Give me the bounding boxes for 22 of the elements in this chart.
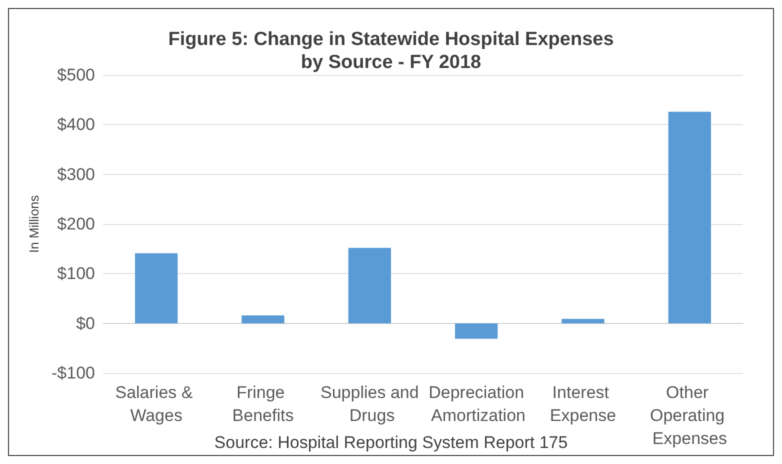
bar [242, 315, 284, 324]
y-tick-label: $500 [57, 66, 95, 84]
y-axis-title: In Millions [26, 194, 42, 253]
y-tick-label: $300 [57, 164, 95, 184]
x-tick-label: Supplies and Drugs [320, 383, 419, 425]
bar [562, 318, 604, 324]
bar [668, 112, 711, 324]
x-tick-label: Fringe Benefits [232, 383, 294, 425]
bar [348, 248, 391, 324]
y-tick-label: $200 [57, 214, 95, 234]
x-tick-label: Depreciation Amortization [427, 383, 526, 425]
x-tick-label: Other Operating Expenses [650, 383, 730, 448]
y-tick-label: $400 [57, 115, 95, 134]
source-note: Source: Hospital Reporting System Report 175 [214, 433, 568, 452]
bar [135, 253, 178, 324]
x-tick-label: Salaries & Wages [115, 383, 198, 425]
y-tick-label: $100 [57, 264, 95, 284]
bar [455, 323, 498, 339]
y-tick-label: -$100 [52, 364, 95, 382]
y-tick-label: $0 [76, 314, 95, 333]
x-tick-label: Interest Expense [550, 383, 616, 425]
chart-title: Figure 5: Change in Statewide Hospital Expenses by Source - FY 2018 [168, 29, 614, 73]
